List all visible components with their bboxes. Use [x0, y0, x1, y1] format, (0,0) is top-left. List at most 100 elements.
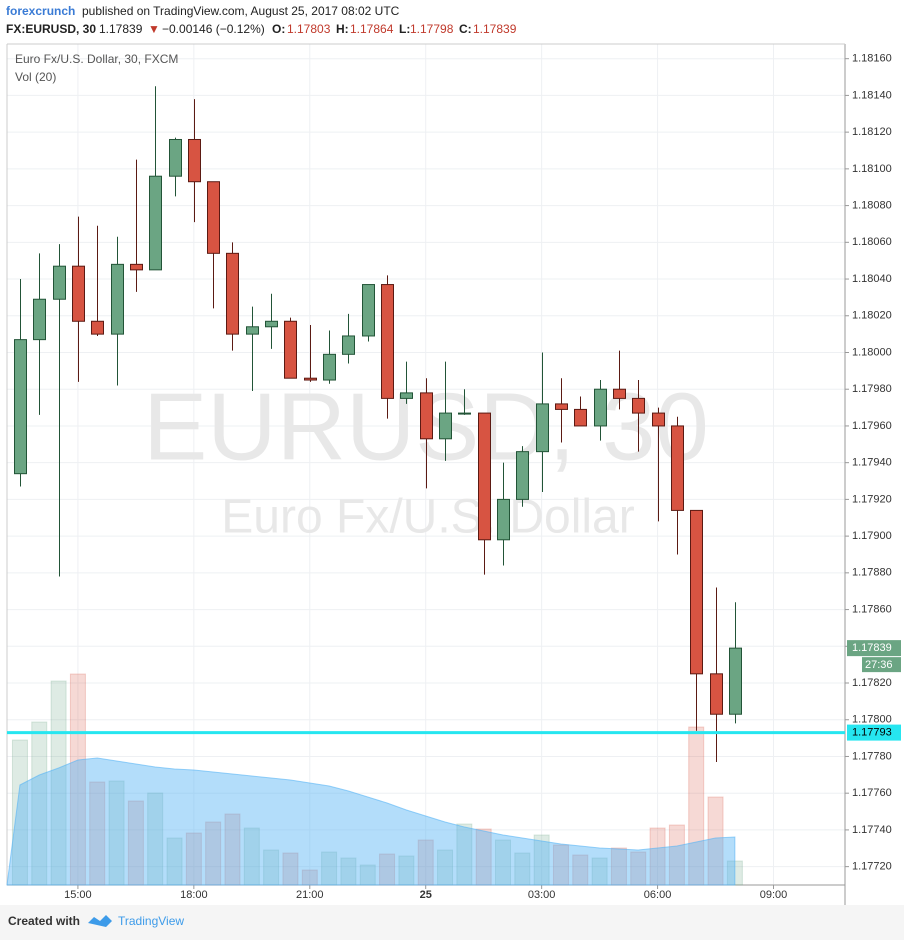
- watermark-subtitle: Euro Fx/U.S. Dollar: [221, 491, 634, 544]
- y-tick-label: 1.17980: [852, 383, 892, 395]
- hline-label: 1.17793: [852, 726, 892, 738]
- symbol: FX:EURUSD, 30: [6, 22, 96, 36]
- candle-body: [420, 392, 433, 440]
- candle-body: [14, 339, 27, 475]
- candle-body: [149, 175, 162, 271]
- candle-body: [111, 263, 124, 335]
- x-tick-label: 18:00: [180, 889, 208, 901]
- symbol-line: FX:EURUSD, 30 1.17839 ▼ −0.00146 (−0.12%…: [6, 22, 517, 36]
- x-tick-label: 15:00: [64, 889, 92, 901]
- candle-body: [671, 425, 684, 511]
- y-tick-label: 1.18060: [852, 236, 892, 248]
- candle-body: [516, 451, 529, 500]
- footer-bg: [0, 905, 904, 940]
- candle-body: [323, 353, 336, 381]
- candle-body: [690, 509, 703, 675]
- y-tick-label: 1.18040: [852, 273, 892, 285]
- candle-body: [574, 408, 587, 427]
- y-tick-label: 1.17800: [852, 714, 892, 726]
- h: 1.17864: [350, 22, 394, 36]
- candle-body: [53, 265, 66, 300]
- x-tick-label: 06:00: [644, 889, 672, 901]
- plot: 1.18160 1.18140 1.18120 1.18100 1.18080 1.180…: [6, 43, 901, 905]
- candle-body: [632, 397, 645, 414]
- candle-body: [304, 377, 317, 381]
- x-tick-label: 25: [420, 889, 432, 901]
- candle-body: [555, 403, 568, 410]
- candle-body: [729, 647, 742, 715]
- l-label: L:: [399, 22, 410, 36]
- candle-body: [284, 320, 297, 379]
- last-price-bg: [847, 640, 901, 657]
- candle-body: [652, 412, 665, 427]
- y-tick-label: 1.17740: [852, 824, 892, 836]
- change: −0.00146 (−0.12%): [162, 22, 265, 36]
- candle-body: [207, 181, 220, 254]
- o: 1.17803: [287, 22, 331, 36]
- candle-body: [400, 392, 413, 399]
- y-tick-label: 1.17860: [852, 603, 892, 615]
- candle-body: [169, 138, 182, 177]
- candle-body: [458, 412, 471, 415]
- volume-ma: [6, 757, 736, 886]
- y-tick-label: 1.17780: [852, 750, 892, 762]
- y-tick-label: 1.17760: [852, 787, 892, 799]
- y-tick-label: 1.17720: [852, 861, 892, 873]
- candle-body: [130, 263, 143, 271]
- candle-body: [710, 673, 723, 715]
- candle-body: [439, 412, 452, 440]
- y-tick-label: 1.18160: [852, 53, 892, 65]
- published: published on TradingView.com, August 25,…: [82, 4, 400, 18]
- candle-body: [226, 252, 239, 335]
- candle-body: [342, 335, 355, 355]
- countdown: 27:36: [865, 659, 893, 671]
- c: 1.17839: [473, 22, 517, 36]
- y-tick-label: 1.18020: [852, 310, 892, 322]
- y-tick-label: 1.17960: [852, 420, 892, 432]
- candle-body: [72, 265, 85, 322]
- last-price-label: 1.17839: [852, 642, 892, 654]
- hline-label-bg: [847, 724, 901, 741]
- y-tick-label: 1.17820: [852, 677, 892, 689]
- countdown-bg: [862, 657, 901, 673]
- author[interactable]: forexcrunch: [6, 4, 75, 18]
- l: 1.17798: [410, 22, 454, 36]
- y-tick-label: 1.18140: [852, 89, 892, 101]
- candle-body: [381, 284, 394, 399]
- y-tick-label: 1.17940: [852, 457, 892, 469]
- h-label: H:: [336, 22, 349, 36]
- y-tick-label: 1.17900: [852, 530, 892, 542]
- x-tick-label: 21:00: [296, 889, 324, 901]
- y-tick-label: 1.18000: [852, 346, 892, 358]
- y-tick-label: 1.17880: [852, 567, 892, 579]
- candle-body: [33, 298, 46, 341]
- created-with: Created with: [8, 914, 80, 928]
- c-label: C:: [459, 22, 472, 36]
- candle-body: [246, 326, 259, 335]
- y-tick-label: 1.17920: [852, 493, 892, 505]
- arrow: ▼: [148, 22, 160, 36]
- candle-body: [362, 284, 375, 337]
- y-tick-label: 1.18120: [852, 126, 892, 138]
- brand[interactable]: TradingView: [118, 914, 184, 928]
- candle-body: [478, 412, 491, 541]
- legend-volume: Vol (20): [15, 70, 56, 84]
- x-tick-label: 03:00: [528, 889, 556, 901]
- candle-body: [536, 403, 549, 453]
- candle-body: [188, 138, 201, 183]
- y-tick-label: 1.18100: [852, 163, 892, 175]
- last: 1.17839: [99, 22, 143, 36]
- logo: [88, 915, 112, 927]
- x-tick-label: 09:00: [760, 889, 788, 901]
- y-tick-label: 1.18080: [852, 199, 892, 211]
- o-label: O:: [272, 22, 285, 36]
- candle-body: [613, 388, 626, 399]
- candle-body: [91, 320, 104, 335]
- candle-body: [497, 498, 510, 541]
- legend-title: Euro Fx/U.S. Dollar, 30, FXCM: [15, 52, 178, 66]
- candle-body: [265, 320, 278, 328]
- candle-body: [594, 388, 607, 427]
